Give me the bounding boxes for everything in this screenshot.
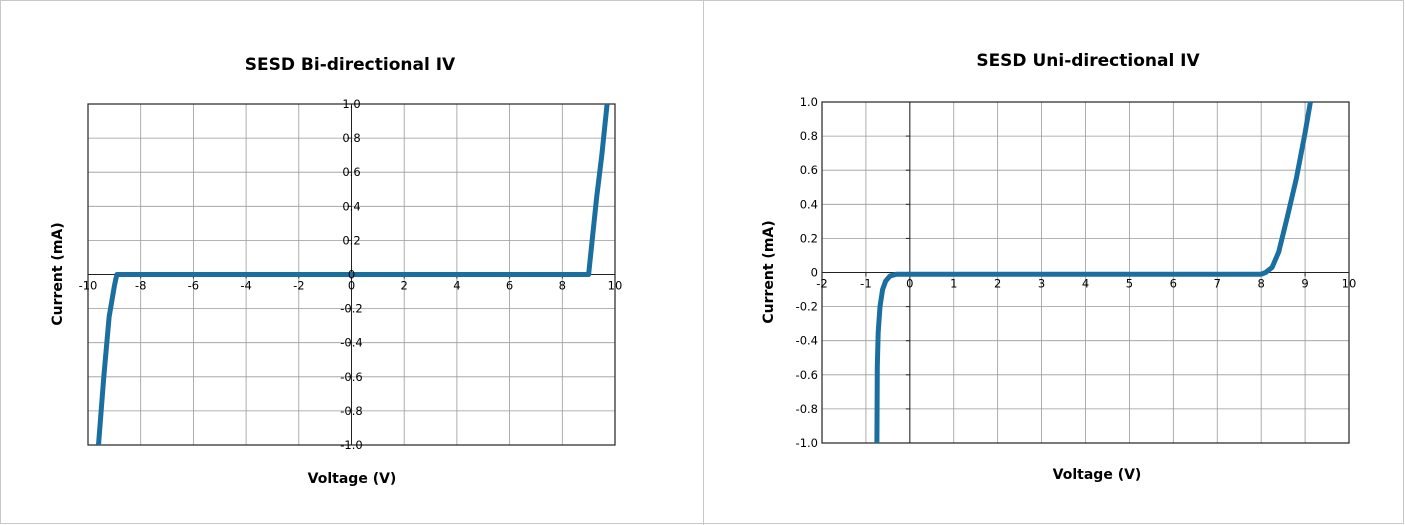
- chart-series: [874, 101, 1313, 444]
- y-tick-label: 0.2: [800, 231, 818, 245]
- x-tick-label: 5: [1126, 277, 1133, 291]
- x-tick-label: 8: [1258, 277, 1265, 291]
- x-tick-label: -2: [816, 277, 827, 291]
- x-tick-label: 2: [401, 279, 408, 293]
- x-tick-label: 1: [950, 277, 957, 291]
- x-tick-label: 6: [1170, 277, 1177, 291]
- x-tick-label: 8: [559, 279, 566, 293]
- y-tick-label: 1.0: [342, 97, 360, 111]
- y-tick-label: 0: [348, 268, 355, 282]
- x-tick-label: -8: [135, 279, 146, 293]
- y-tick-label: -0.8: [340, 404, 362, 418]
- x-tick-label: 10: [1342, 277, 1357, 291]
- y-tick-label: 0.6: [342, 165, 360, 179]
- x-tick-label: -2: [293, 279, 304, 293]
- y-tick-label: -0.6: [796, 368, 818, 382]
- chart-bidirectional-svg: SESD Bi-directional IV -10 -8 -6 -4 -2 0 2 4 6 8 1…: [50, 55, 623, 487]
- plot-border: [87, 103, 616, 446]
- x-tick-label: 0: [348, 279, 355, 293]
- y-tick-label: 0.4: [342, 199, 360, 213]
- y-tick-label: 0.8: [342, 131, 360, 145]
- x-tick-label: 2: [994, 277, 1001, 291]
- y-tick-label: -0.4: [340, 336, 362, 350]
- chart-tick-labels: -2 -1 0 1 2 3 4 5 6 7 8 9 10 1.0 0.8 0.6 0.4 0.2 0 -0.2 -0.4…: [796, 95, 1357, 450]
- chart-panel-unidirectional: SESD Uni-directional IV -2 -1 0 1 2 3 4 5 6 7 8 9 10…: [704, 0, 1405, 525]
- y-axis-label: Current (mA): [50, 222, 66, 325]
- x-tick-label: 3: [1038, 277, 1045, 291]
- y-tick-label: -0.6: [340, 370, 362, 384]
- x-tick-label: 6: [506, 279, 513, 293]
- chart-title: SESD Uni-directional IV: [976, 51, 1200, 71]
- chart-title: SESD Bi-directional IV: [245, 55, 456, 75]
- y-tick-label: -0.4: [796, 334, 818, 348]
- y-tick-label: 0.6: [800, 163, 818, 177]
- y-tick-label: 0: [811, 266, 818, 280]
- x-tick-label: 10: [608, 279, 623, 293]
- y-tick-label: 0.2: [342, 233, 360, 247]
- chart-series: [96, 103, 610, 446]
- x-tick-label: 7: [1214, 277, 1221, 291]
- y-tick-label: -1.0: [340, 438, 362, 452]
- x-axis-label: Voltage (V): [308, 471, 397, 487]
- y-tick-label: 0.8: [800, 129, 818, 143]
- x-tick-label: -4: [240, 279, 251, 293]
- chart-panel-bidirectional: SESD Bi-directional IV -10 -8 -6 -4 -2 0 2 4 6 8 1…: [50, 55, 623, 487]
- x-tick-label: 4: [1082, 277, 1089, 291]
- y-tick-label: 1.0: [800, 95, 818, 109]
- chart-unidirectional-svg: SESD Uni-directional IV -2 -1 0 1 2 3 4 5 6 7 8 9 10…: [761, 51, 1357, 483]
- x-tick-label: 0: [906, 277, 913, 291]
- x-tick-label: 9: [1301, 277, 1308, 291]
- x-tick-label: -6: [188, 279, 199, 293]
- x-tick-label: -10: [79, 279, 98, 293]
- y-tick-label: -1.0: [796, 436, 818, 450]
- x-axis-label: Voltage (V): [1053, 467, 1142, 483]
- iv-curve: [96, 103, 610, 446]
- y-axis-label: Current (mA): [761, 220, 777, 323]
- y-tick-label: 0.4: [800, 197, 818, 211]
- y-tick-label: -0.8: [796, 402, 818, 416]
- x-tick-label: -1: [860, 277, 871, 291]
- x-tick-label: 4: [453, 279, 460, 293]
- y-tick-label: -0.2: [796, 300, 818, 314]
- plot-border: [821, 101, 1350, 444]
- y-tick-label: -0.2: [340, 302, 362, 316]
- chart-tick-labels: -10 -8 -6 -4 -2 0 2 4 6 8 10 1.0 0.8 0.6 0.4 0.2 0 -0.2 -0…: [79, 97, 623, 452]
- iv-curve: [874, 101, 1313, 444]
- panel-divider: [703, 0, 704, 525]
